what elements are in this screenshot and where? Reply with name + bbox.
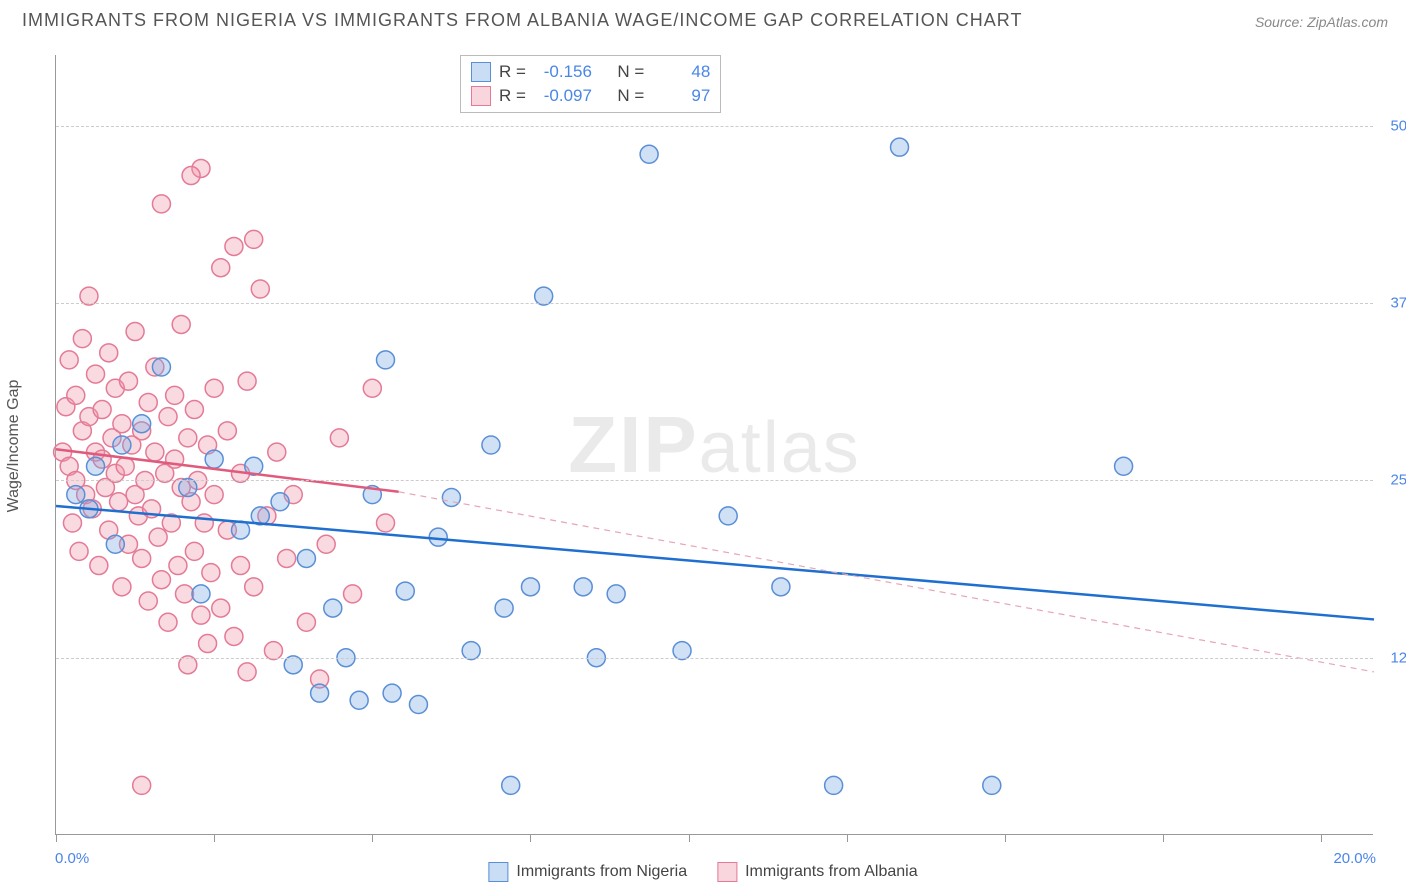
scatter-plot: ZIPatlas 12.5%25.0%37.5%50.0%: [55, 55, 1373, 835]
swatch-icon: [488, 862, 508, 882]
bottom-legend: Immigrants from Nigeria Immigrants from …: [488, 862, 917, 882]
stats-row-albania: R = -0.097 N = 97: [471, 84, 710, 108]
y-tick-label: 37.5%: [1378, 295, 1406, 312]
y-axis-label: Wage/Income Gap: [5, 380, 23, 513]
x-tick-label-left: 0.0%: [55, 850, 89, 867]
legend-item-albania: Immigrants from Albania: [717, 862, 918, 882]
correlation-stats-box: R = -0.156 N = 48 R = -0.097 N = 97: [460, 55, 721, 113]
legend-item-nigeria: Immigrants from Nigeria: [488, 862, 687, 882]
swatch-icon: [717, 862, 737, 882]
source-attribution: Source: ZipAtlas.com: [1255, 14, 1388, 30]
scatter-svg: [56, 55, 1373, 834]
y-tick-label: 12.5%: [1378, 649, 1406, 666]
stat-r-label: R =: [499, 60, 526, 84]
stat-n-label: N =: [617, 84, 644, 108]
y-tick-label: 25.0%: [1378, 472, 1406, 489]
stat-n-value: 48: [652, 60, 710, 84]
stat-n-value: 97: [652, 84, 710, 108]
stat-r-value: -0.156: [534, 60, 592, 84]
stat-r-value: -0.097: [534, 84, 592, 108]
legend-label: Immigrants from Albania: [745, 863, 918, 881]
stat-r-label: R =: [499, 84, 526, 108]
swatch-icon: [471, 86, 491, 106]
y-tick-label: 50.0%: [1378, 117, 1406, 134]
chart-title: IMMIGRANTS FROM NIGERIA VS IMMIGRANTS FR…: [22, 10, 1022, 31]
legend-label: Immigrants from Nigeria: [516, 863, 687, 881]
stat-n-label: N =: [617, 60, 644, 84]
x-tick-label-right: 20.0%: [1333, 850, 1376, 867]
swatch-icon: [471, 62, 491, 82]
stats-row-nigeria: R = -0.156 N = 48: [471, 60, 710, 84]
